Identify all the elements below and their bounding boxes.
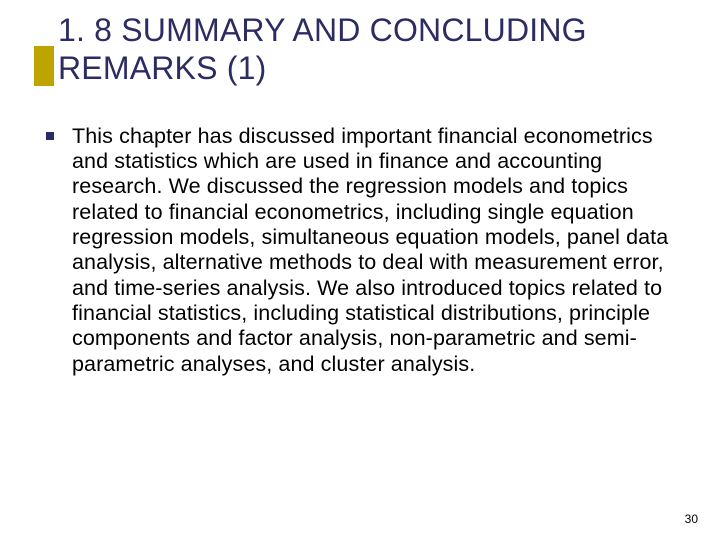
title-block: 1. 8 SUMMARY AND CONCLUDING REMARKS (1) xyxy=(34,12,686,88)
body-paragraph: This chapter has discussed important fin… xyxy=(72,124,676,378)
title-accent-square xyxy=(34,46,54,86)
page-number: 30 xyxy=(685,512,698,526)
body-block: This chapter has discussed important fin… xyxy=(34,124,686,378)
bullet-square-icon xyxy=(46,132,54,140)
slide: 1. 8 SUMMARY AND CONCLUDING REMARKS (1) … xyxy=(0,0,720,540)
slide-title: 1. 8 SUMMARY AND CONCLUDING REMARKS (1) xyxy=(58,12,686,88)
